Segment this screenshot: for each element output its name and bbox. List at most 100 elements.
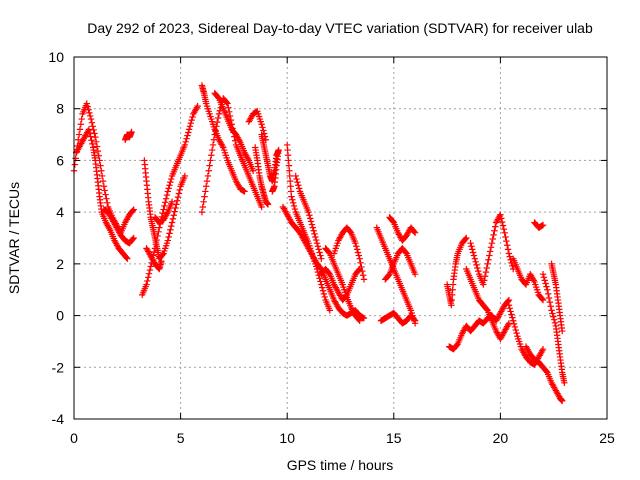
data-point-marker (164, 188, 172, 195)
data-point-marker (290, 202, 298, 210)
data-point-marker (541, 277, 548, 284)
data-point-marker (86, 109, 93, 117)
data-point-marker (318, 255, 325, 262)
x-tick-label: 0 (70, 430, 78, 446)
plot-border (73, 56, 608, 420)
data-point-marker (312, 236, 320, 244)
data-point-marker (505, 302, 513, 309)
data-point-marker (542, 280, 549, 287)
data-point-marker (175, 190, 183, 197)
data-point-marker (359, 272, 367, 279)
data-point-marker (512, 326, 519, 334)
data-point-marker (241, 188, 248, 195)
data-point-marker (411, 228, 418, 235)
data-point-marker (264, 201, 272, 208)
data-point-marker (356, 317, 363, 324)
data-point-marker (509, 317, 517, 324)
data-point-marker (258, 121, 265, 128)
axis-ticks (73, 56, 608, 420)
data-point-marker (202, 188, 209, 195)
data-point-marker (463, 234, 470, 242)
data-markers (70, 82, 568, 405)
y-tick-labels: -4 -2 0 2 4 6 8 10 (48, 49, 64, 427)
data-point-marker (167, 226, 174, 233)
data-point-marker (411, 317, 419, 324)
data-point-marker (544, 286, 551, 293)
data-point-marker (199, 203, 206, 211)
data-point-marker (545, 294, 553, 302)
data-point-marker (360, 276, 368, 283)
data-point-marker (165, 233, 172, 241)
data-point-marker (76, 126, 84, 133)
data-point-marker (355, 266, 363, 274)
data-point-marker (311, 230, 318, 238)
data-point-marker (498, 218, 506, 226)
data-point-marker (539, 296, 547, 304)
data-point-marker (411, 271, 419, 278)
data-point-marker (207, 157, 214, 164)
data-point-marker (170, 212, 177, 219)
data-point-marker (499, 222, 507, 229)
data-point-marker (83, 100, 90, 107)
data-point-marker (147, 263, 154, 270)
data-point-marker (511, 323, 519, 331)
data-point-marker (289, 199, 297, 207)
data-point-marker (480, 277, 488, 284)
data-point-marker (98, 172, 106, 180)
data-point-marker (486, 248, 494, 255)
data-point-marker (504, 242, 511, 249)
data-point-marker (313, 239, 321, 247)
y-tick-label: -2 (52, 359, 65, 375)
data-point-marker (87, 133, 94, 140)
data-point-marker (181, 141, 189, 149)
data-point-marker (129, 207, 137, 214)
data-point-marker (212, 127, 219, 134)
data-point-marker (168, 175, 175, 183)
data-point-marker (214, 114, 222, 122)
data-point-marker (474, 264, 481, 272)
data-point-marker (318, 284, 326, 291)
data-point-marker (144, 277, 151, 285)
data-point-marker (502, 233, 509, 241)
data-point-marker (162, 195, 170, 202)
data-point-marker (168, 198, 176, 205)
data-point-marker (182, 138, 189, 146)
data-point-marker (319, 287, 327, 294)
data-point-marker (188, 116, 195, 124)
data-point-marker (224, 100, 231, 107)
data-point-marker (471, 255, 479, 262)
data-point-marker (269, 188, 276, 195)
data-point-marker (205, 167, 212, 174)
data-point-marker (539, 271, 547, 278)
data-point-marker (168, 219, 176, 226)
data-point-marker (480, 281, 487, 288)
data-point-marker (211, 131, 218, 138)
x-tick-label: 20 (493, 430, 509, 446)
data-point-marker (469, 249, 477, 256)
data-point-marker (92, 138, 100, 146)
data-point-marker (352, 239, 359, 247)
data-point-marker (86, 129, 93, 137)
data-point-marker (146, 266, 154, 274)
data-point-marker (167, 178, 174, 186)
data-point-marker (314, 243, 322, 250)
data-point-marker (288, 193, 295, 200)
data-point-marker (489, 235, 496, 243)
data-point-marker (318, 281, 325, 288)
data-point-marker (77, 121, 85, 128)
data-point-marker (123, 254, 130, 261)
data-point-marker (143, 281, 150, 288)
data-point-marker (503, 237, 510, 245)
data-point-marker (317, 252, 324, 259)
data-point-marker (292, 172, 299, 180)
data-point-marker (101, 187, 108, 194)
data-point-marker (171, 208, 178, 215)
data-point-marker (184, 132, 191, 139)
data-point-marker (165, 185, 172, 192)
data-point-marker (316, 249, 323, 256)
data-point-marker (315, 246, 322, 253)
x-tick-label: 10 (279, 430, 295, 446)
data-point-marker (507, 308, 514, 315)
data-point-marker (488, 239, 496, 247)
